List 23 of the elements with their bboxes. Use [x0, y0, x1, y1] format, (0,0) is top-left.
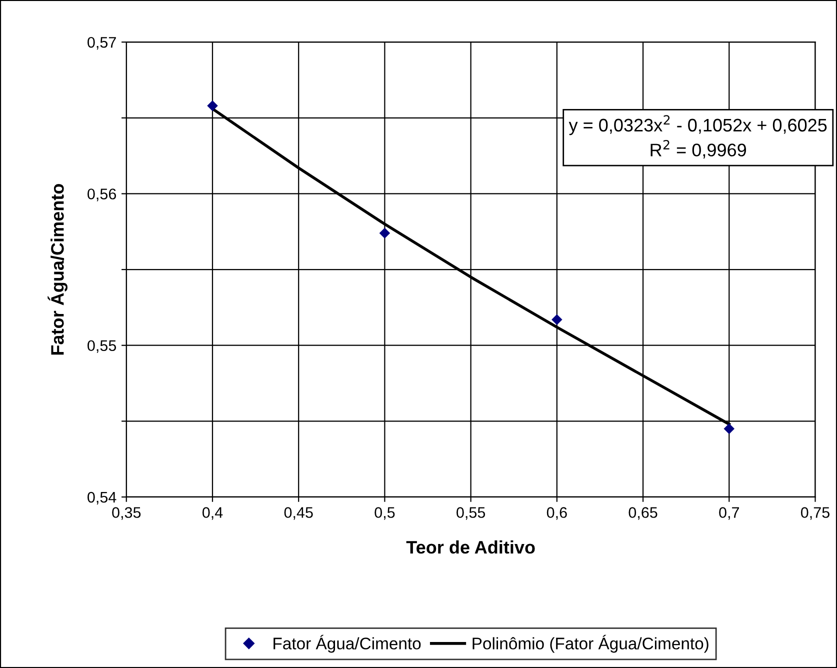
annotation: y = 0,0323x$^{2}$ - 0,1052x + 0,6025	[568, 115, 827, 136]
y-tick-label: 0,54	[88, 492, 116, 504]
point	[379, 228, 390, 239]
x-tick-label: 0,55	[456, 507, 486, 520]
legend-label: Fator Água/Cimento	[274, 634, 421, 653]
point	[724, 423, 735, 434]
point	[207, 100, 218, 112]
x-tick-label: 0,7	[719, 507, 739, 520]
legend-label: Polinômio (Fator Água/Cimento)	[472, 634, 708, 653]
point	[552, 314, 562, 325]
y-tick-label: 0,56	[88, 188, 116, 202]
y-axis-title: Fator Água/Cimento	[48, 184, 68, 355]
y-tick-label: 0,57	[88, 36, 116, 50]
x-tick-label: 0,65	[628, 507, 658, 520]
x-tick-label: 0,5	[374, 507, 395, 520]
x-tick-label: 0,45	[284, 507, 313, 520]
y-tick-label: 0,55	[88, 340, 116, 353]
x-tick-label: 0,35	[112, 507, 141, 520]
x-tick-label: 0,4	[202, 507, 223, 520]
x-tick-label: 0,6	[546, 507, 567, 520]
x-tick-label: 0,75	[800, 507, 830, 520]
x-axis-title: Teor de Aditivo	[406, 540, 535, 554]
annotation: R$^{2}$ = 0,9969	[650, 140, 746, 159]
